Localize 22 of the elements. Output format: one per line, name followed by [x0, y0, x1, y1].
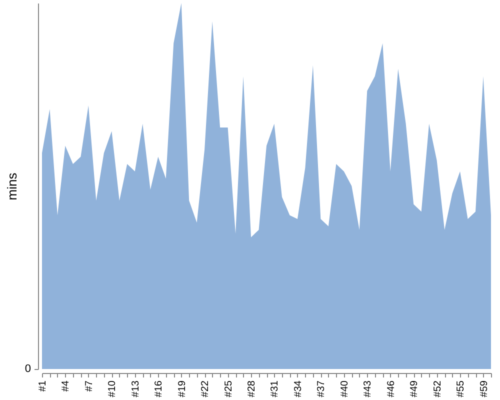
x-tick-label: #52 [432, 380, 444, 398]
text: 0 [24, 363, 31, 375]
x-tick-label: #49 [409, 380, 420, 398]
x-tick-label: #25 [223, 380, 234, 398]
x-tick-label: #55 [456, 380, 467, 398]
x-tick-label: #7 [84, 380, 95, 392]
x-tick-label: #46 [386, 380, 397, 398]
x-tick-label: #40 [339, 380, 350, 398]
y-axis-title: mins [4, 172, 20, 200]
x-tick-label: #28 [246, 380, 258, 398]
x-tick-label: #31 [270, 380, 281, 398]
x-tick-label: #16 [154, 380, 165, 398]
x-tick-label: #22 [200, 380, 212, 398]
x-tick-label: #43 [362, 380, 374, 398]
x-tick-label: #13 [130, 380, 142, 398]
x-tick-label: #19 [176, 380, 188, 398]
x-tick-label: #59 [478, 380, 490, 398]
x-tick-label: #10 [107, 380, 118, 398]
x-tick-label: #37 [316, 380, 328, 398]
x-tick-label: #1 [38, 380, 48, 392]
x-tick-label: #34 [292, 380, 304, 398]
x-tick-label: #4 [60, 380, 72, 392]
